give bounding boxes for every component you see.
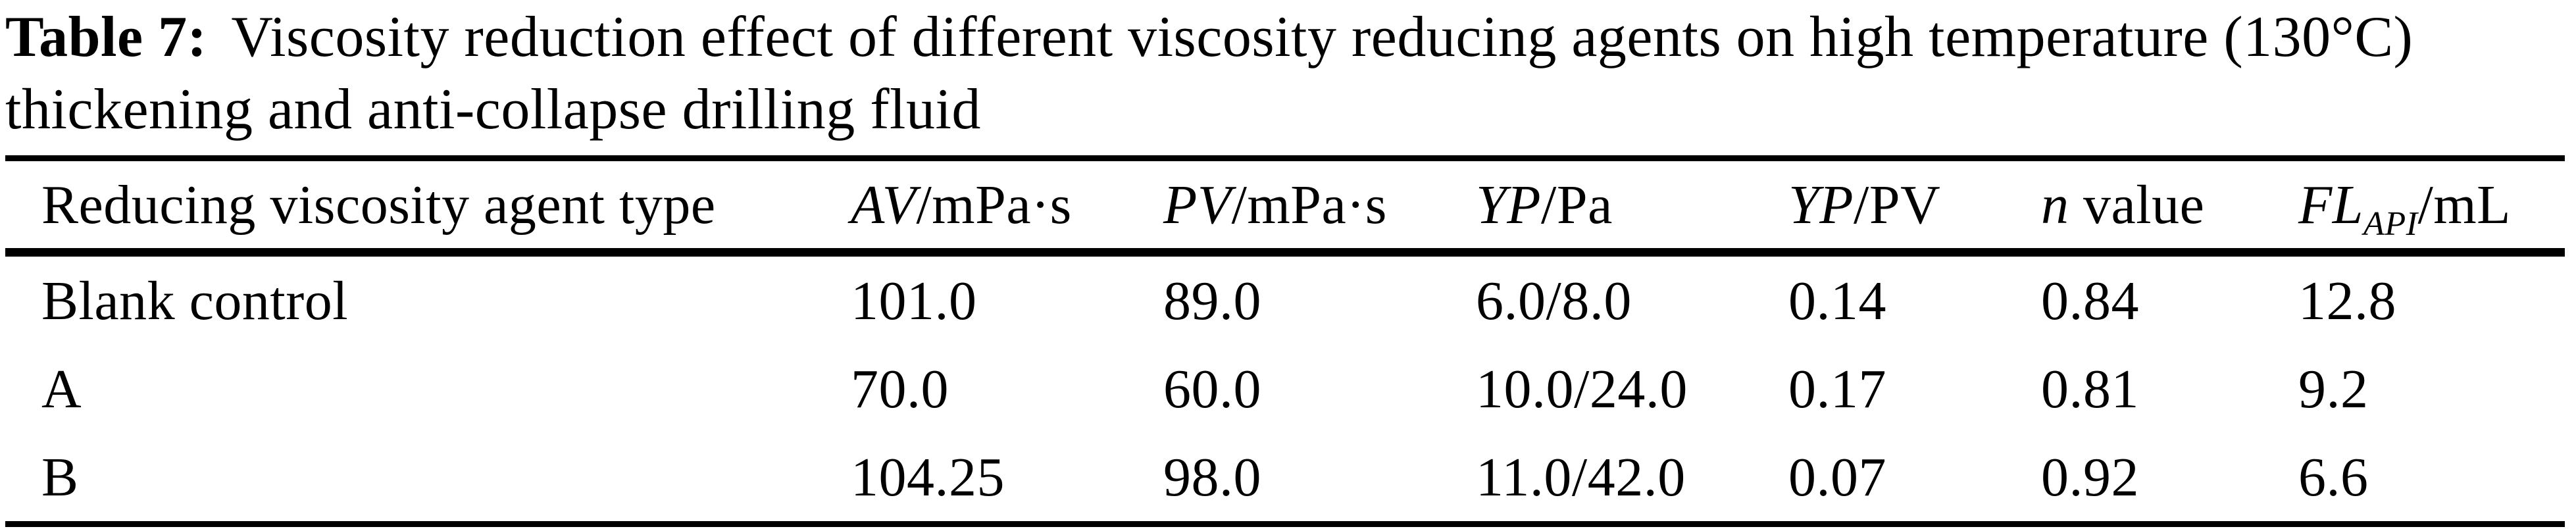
column-header-av-mpas: AV/mPa·s: [851, 158, 1163, 257]
caption-text: Viscosity reduction effect of different …: [231, 5, 2413, 69]
column-header-fl-api-ml: FLAPI/mL: [2298, 158, 2565, 257]
row-label-cell: B: [41, 446, 79, 508]
value-cell: 11.0/42.0: [1476, 446, 1686, 508]
value-cell: 60.0: [1163, 358, 1261, 420]
value-cell: 10.0/24.0: [1476, 358, 1688, 420]
value-cell: 98.0: [1163, 446, 1261, 508]
caption-line-2: thickening and anti-collapse drilling fl…: [5, 78, 981, 141]
header-segment: n: [2041, 174, 2069, 236]
data-table: Reducing viscosity agent type AV/mPa·s PV/…: [5, 155, 2565, 527]
header-segment: /PV: [1854, 174, 1941, 236]
value-cell: 104.25: [851, 446, 1005, 508]
row-label-cell: Blank control: [41, 270, 349, 332]
header-segment: /mPa·s: [916, 174, 1072, 236]
value-cell: 12.8: [2298, 270, 2396, 332]
header-segment: value: [2069, 174, 2205, 236]
value-cell: 89.0: [1163, 270, 1261, 332]
value-cell: 0.92: [2041, 446, 2139, 508]
column-header-pv-mpas: PV/mPa·s: [1163, 158, 1476, 257]
header-segment: /mPa·s: [1231, 174, 1387, 236]
table-caption: Table 7: Viscosity reduction effect of di…: [5, 1, 2576, 146]
table-row: Blank control 101.0 89.0 6.0/8.0 0.14 0.84 12.…: [5, 253, 2565, 345]
row-label-cell: A: [41, 358, 82, 420]
header-segment: AV: [851, 174, 917, 236]
value-cell: 0.07: [1788, 446, 1886, 508]
column-header-yp-pa: YP/Pa: [1476, 158, 1788, 257]
value-cell: 0.84: [2041, 270, 2139, 332]
column-header-yp-pv: YP/PV: [1788, 158, 2041, 257]
value-cell: 0.81: [2041, 358, 2139, 420]
table-row: B 104.25 98.0 11.0/42.0 0.07 0.92 6.6: [5, 433, 2565, 524]
table-row: A 70.0 60.0 10.0/24.0 0.17 0.81 9.2: [5, 345, 2565, 433]
value-cell: 70.0: [851, 358, 949, 420]
header-row: Reducing viscosity agent type AV/mPa·s PV/…: [5, 158, 2565, 257]
value-cell: 101.0: [851, 270, 977, 332]
value-cell: 6.6: [2298, 446, 2369, 508]
value-cell: 0.14: [1788, 270, 1886, 332]
header-segment: YP: [1788, 174, 1854, 236]
value-cell: 6.0/8.0: [1476, 270, 1632, 332]
header-segment: /mL: [2417, 174, 2511, 236]
value-cell: 9.2: [2298, 358, 2369, 420]
header-segment: FL: [2298, 174, 2364, 236]
header-segment: YP: [1476, 174, 1542, 236]
caption-label: Table 7:: [5, 5, 207, 69]
caption-line-1: Table 7: Viscosity reduction effect of di…: [5, 1, 2576, 74]
header-segment: Reducing viscosity agent type: [41, 174, 716, 236]
column-header-reducing-viscosity-agent-type: Reducing viscosity agent type: [5, 158, 851, 257]
header-segment: /Pa: [1541, 174, 1613, 236]
column-header-n-value: n value: [2041, 158, 2298, 257]
value-cell: 0.17: [1788, 358, 1886, 420]
header-segment: PV: [1163, 174, 1232, 236]
header-segment: API: [2363, 205, 2418, 243]
